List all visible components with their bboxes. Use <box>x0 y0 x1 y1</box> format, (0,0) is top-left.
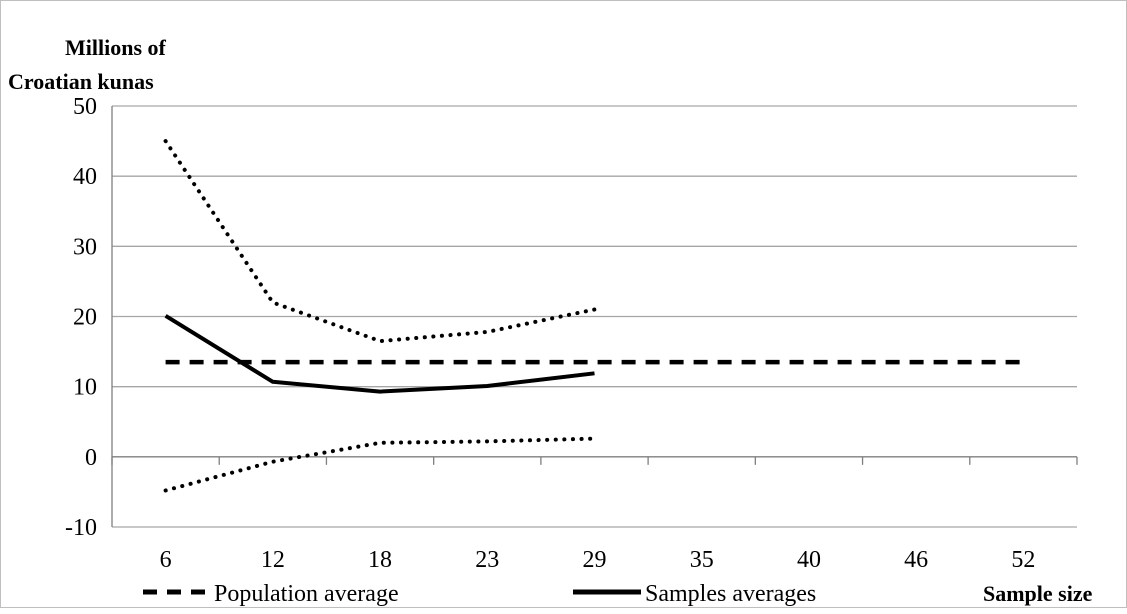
legend: Population average Samples averages <box>143 581 816 607</box>
x-tick-label: 29 <box>583 547 607 573</box>
x-tick-label: 18 <box>368 547 392 573</box>
tick-labels: -10 0 10 20 30 40 50 6 12 18 23 29 35 40 46 52 <box>65 94 1035 573</box>
x-tick-label: 40 <box>797 547 821 573</box>
x-tick-label: 35 <box>690 547 714 573</box>
y-tick-label: 40 <box>73 164 97 190</box>
x-axis-label: Sample size <box>983 581 1093 606</box>
y-tick-label: 30 <box>73 234 97 260</box>
y-tick-label: 50 <box>73 94 97 120</box>
series-line-dotted <box>163 436 597 493</box>
gridlines <box>112 105 1077 528</box>
x-tick-label: 46 <box>904 547 928 573</box>
legend-label-population-average: Population average <box>214 581 399 607</box>
y-axis-label-line2: Croatian kunas <box>8 69 154 94</box>
legend-label-samples-averages: Samples averages <box>645 581 816 607</box>
y-tick-label: 0 <box>85 445 97 471</box>
y-tick-label: 10 <box>73 375 97 401</box>
series-line-dotted <box>163 139 597 344</box>
x-tick-label: 6 <box>160 547 172 573</box>
y-axis-label-line1: Millions of <box>65 35 167 60</box>
x-tick-label: 23 <box>475 547 499 573</box>
series-lines <box>163 139 1024 493</box>
y-tick-label: -10 <box>65 515 97 541</box>
axes <box>111 106 1078 527</box>
x-tick-label: 12 <box>261 547 285 573</box>
series-line-solid <box>164 314 595 394</box>
y-tick-label: 20 <box>73 305 97 331</box>
x-tick-label: 52 <box>1011 547 1035 573</box>
